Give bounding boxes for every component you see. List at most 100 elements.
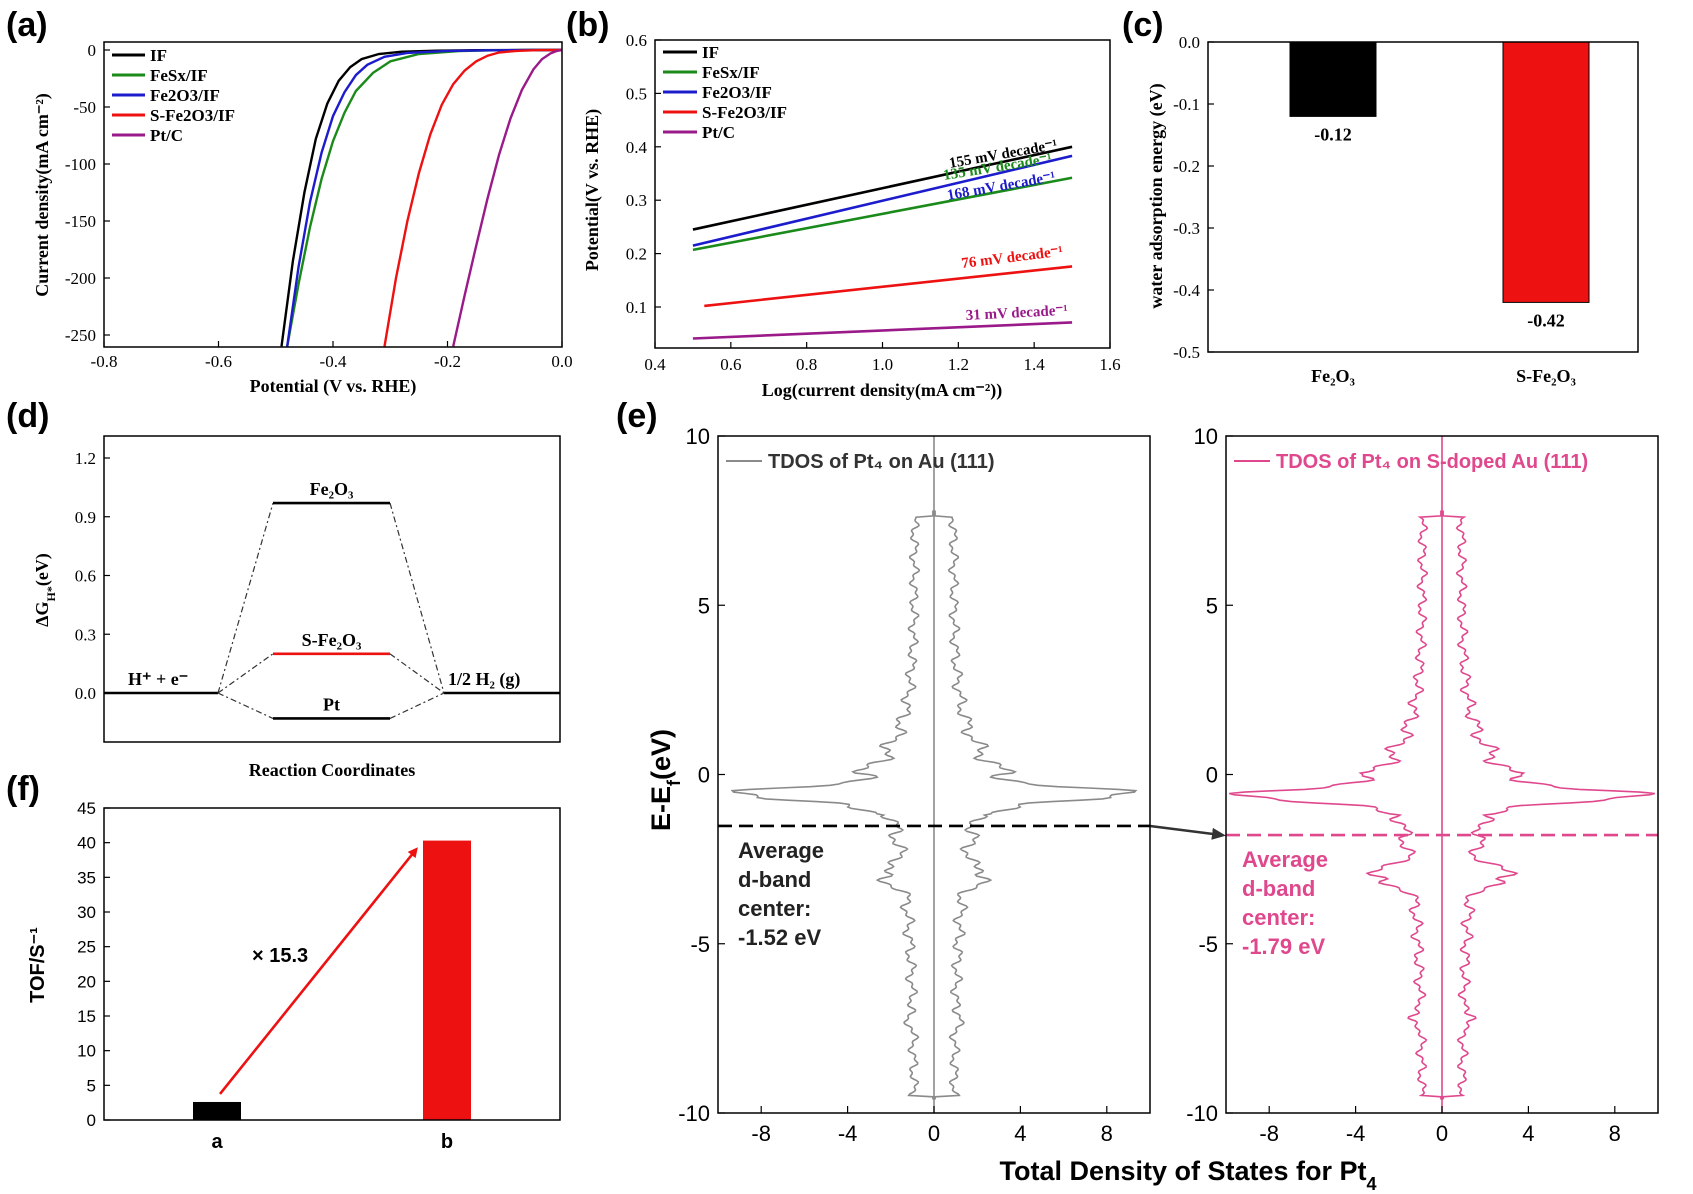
panel-d-ytick-label: 1.2 [75, 449, 96, 468]
panel-c-bar-chart: -0.12 Fe₂O₃ -0.42 S-Fe₂O₃ 0.0 -0.1 -0.2 -0.3 -0… [1146, 33, 1639, 386]
panel-d-connector [217, 692, 274, 720]
panel-f-ytick-label: 20 [77, 972, 96, 991]
panel-e-dband-label: Average [1242, 847, 1328, 872]
panel-a-legend-label: IF [150, 46, 167, 65]
panel-f-frame [103, 807, 561, 1121]
panel-c-bars: -0.12 Fe₂O₃ -0.42 S-Fe₂O₃ [1289, 41, 1590, 386]
panel-c-bar-value: -0.42 [1527, 310, 1565, 330]
panel-b-xtick-label: 0.8 [796, 355, 817, 374]
panel-d-ylabel: ΔGH*(eV) [32, 553, 58, 627]
panel-d-ytick-label: 0.3 [75, 625, 96, 644]
panel-b-xtick-label: 0.4 [644, 355, 666, 374]
panel-a-ytick-label: -150 [65, 212, 96, 231]
panel-a-series-line [286, 48, 562, 347]
panel-b-xtick-label: 1.4 [1024, 355, 1046, 374]
panel-e-dos-curves: TDOS of Pt₄ on Au (111) Average d-band cent… [718, 436, 1658, 1113]
panel-e-legend-label: TDOS of Pt₄ on Au (111) [768, 451, 995, 473]
panel-b-xtick-label: 0.6 [720, 355, 741, 374]
panel-d-energy-diagram: Fe₂O₃ S-Fe₂O₃ Pt H⁺ + e⁻ 1/2 H₂ (g) 1.2 0.9 0.… [32, 435, 561, 780]
panel-e-ytick-label: -10 [678, 1101, 710, 1126]
panel-f-ytick-label: 45 [77, 799, 96, 818]
panel-e-xtick-label: -4 [1346, 1121, 1366, 1146]
panel-e-dband-label: Average [738, 838, 824, 863]
panel-b-legend-label: FeSx/IF [702, 63, 760, 82]
panel-d-connector [389, 692, 445, 720]
panel-f-ytick-label: 35 [77, 868, 96, 887]
panel-b-series-line [692, 176, 1073, 252]
panel-c-category-label: Fe₂O₃ [1311, 366, 1355, 386]
panel-b-series-line [692, 321, 1073, 340]
panel-f-bar [423, 840, 471, 1120]
panel-b-xlabel: Log(current density(mA cm⁻²)) [762, 380, 1003, 401]
panel-c-ytick-label: 0.0 [1179, 33, 1200, 52]
panel-a-xtick-label: -0.6 [205, 352, 232, 371]
panel-d-levels: Fe₂O₃ S-Fe₂O₃ Pt H⁺ + e⁻ 1/2 H₂ (g) [104, 479, 560, 720]
panel-e-xlabel: Total Density of States for Pt4 [999, 1156, 1376, 1194]
panel-e-ytick-label: 0 [698, 763, 710, 788]
panel-b-series-line [692, 145, 1073, 231]
panel-e-xtick-label: -4 [838, 1121, 858, 1146]
panel-f-letter: (f) [6, 770, 40, 808]
panel-e-ticks: 10 5 0 -5 -10 -8 -4 0 4 8 10 5 0 -5 -10 -8 -4 0 4 8 [678, 424, 1621, 1146]
panel-b-ytick-label: 0.1 [626, 298, 647, 317]
panel-b-legend-label: S-Fe2O3/IF [702, 103, 787, 122]
panel-d-level-label: Fe₂O₃ [310, 479, 354, 499]
panel-c-bar [1289, 41, 1377, 117]
panel-a-ytick-label: 0 [88, 41, 97, 60]
panel-e-tdos-chart: TDOS of Pt₄ on Au (111) Average d-band cent… [646, 424, 1659, 1194]
panel-a-series [280, 48, 563, 347]
panel-a-legend-label: Pt/C [150, 126, 183, 145]
panel-f-ticks: 45 40 35 30 25 20 15 10 5 0 [77, 799, 110, 1130]
panel-b-series-line [692, 154, 1073, 247]
panel-e-shift-arrow [1149, 824, 1226, 840]
panel-f-tof-chart: a b × 15.3 45 40 35 30 25 20 15 10 5 0 TOF/S⁻¹ [27, 799, 561, 1153]
panel-d-start-label: H⁺ + e⁻ [128, 669, 188, 689]
panel-c-ticks: 0.0 -0.1 -0.2 -0.3 -0.4 -0.5 [1173, 33, 1214, 362]
panel-e-xtick-label: 8 [1609, 1121, 1621, 1146]
panel-f-ylabel: TOF/S⁻¹ [27, 927, 49, 1003]
panel-a-ylabel: Current density(mA cm⁻²) [32, 93, 53, 297]
panel-e-dband-label: center: [738, 896, 811, 921]
panel-e-dband-label: -1.79 eV [1242, 934, 1325, 959]
panel-d-ytick-label: 0.9 [75, 508, 96, 527]
panel-b-ylabel: Potential(V vs. RHE) [582, 109, 603, 271]
panel-f-ytick-label: 30 [77, 903, 96, 922]
panel-f-ytick-label: 0 [87, 1111, 96, 1130]
panel-a-series-line [452, 48, 563, 347]
panel-f-bars: a b × 15.3 [193, 840, 471, 1153]
panel-c-ytick-label: -0.2 [1173, 157, 1200, 176]
panel-a-ytick-label: -100 [65, 155, 96, 174]
panel-d-level-label: S-Fe₂O₃ [302, 630, 362, 650]
panel-b-ytick-label: 0.6 [626, 31, 647, 50]
panel-e-ytick-label: 0 [1206, 763, 1218, 788]
panel-c-letter: (c) [1122, 6, 1164, 44]
panel-b-legend-label: Pt/C [702, 123, 735, 142]
panel-a-xtick-label: -0.2 [434, 352, 461, 371]
panel-b-xtick-label: 1.0 [872, 355, 893, 374]
panel-e-dos-curve [1229, 510, 1442, 1100]
panel-e-xtick-label: 4 [1522, 1121, 1534, 1146]
panel-e-letter: (e) [616, 397, 658, 435]
panel-a-xtick-label: 0.0 [551, 352, 572, 371]
panel-e-ylabel: E-Ef(eV) [646, 729, 684, 831]
panel-c-ylabel: water adsorption energy (eV) [1146, 83, 1167, 308]
panel-e-ytick-label: 5 [698, 593, 710, 618]
panel-f-ytick-label: 25 [77, 938, 96, 957]
panel-a-legend-label: S-Fe2O3/IF [150, 106, 235, 125]
panel-f-ytick-label: 10 [77, 1042, 96, 1061]
panel-f-category-label: b [441, 1131, 453, 1153]
panel-a-ytick-label: -250 [65, 326, 96, 345]
panel-c-ytick-label: -0.3 [1173, 219, 1200, 238]
panel-e-ytick-label: 5 [1206, 593, 1218, 618]
panel-d-level-label: Pt [323, 694, 340, 714]
panel-e-xtick-label: 0 [1436, 1121, 1448, 1146]
panel-a-xtick-label: -0.8 [91, 352, 118, 371]
panel-a-series-line [383, 48, 563, 347]
panel-c-ytick-label: -0.1 [1173, 95, 1200, 114]
panel-a-ytick-label: -50 [73, 98, 96, 117]
panel-e-xtick-label: 4 [1014, 1121, 1026, 1146]
panel-c-ytick-label: -0.5 [1173, 343, 1200, 362]
panel-e-ytick-label: -5 [1198, 932, 1218, 957]
panel-b-xtick-label: 1.2 [948, 355, 969, 374]
